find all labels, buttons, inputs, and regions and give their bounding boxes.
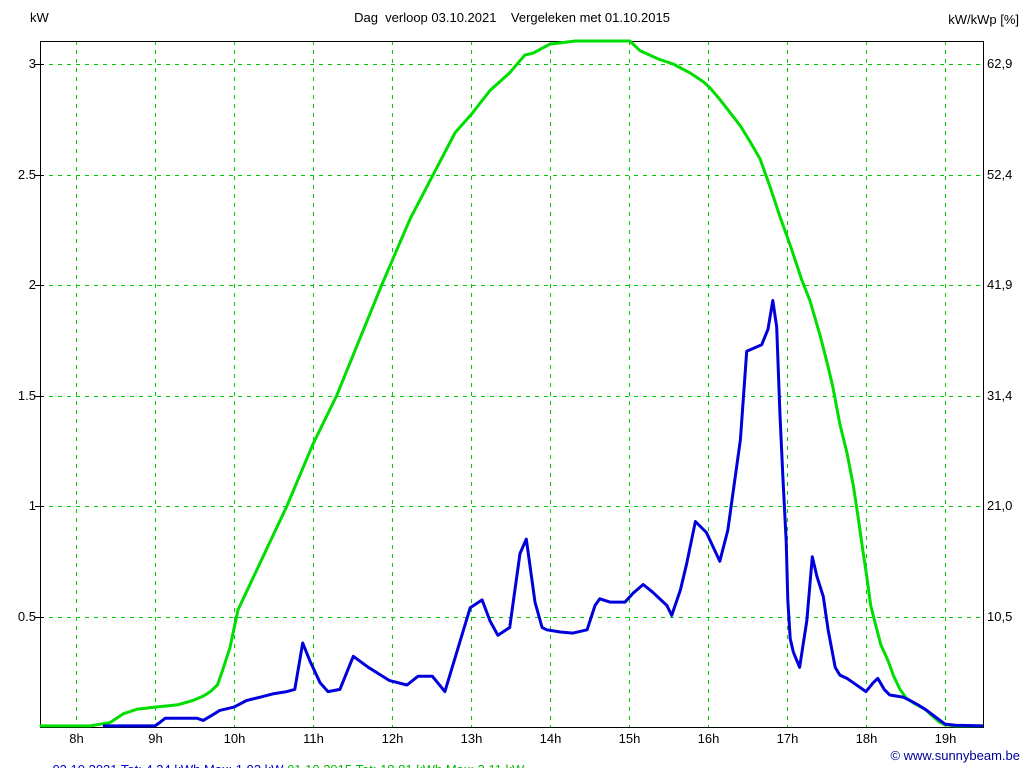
y-axis-label-right: 62,9 [987,56,1013,71]
x-axis-label: 17h [776,731,799,746]
y-axis-label-left: 2.5 [17,167,36,182]
footer-summary-2015: 01.10.2015 Tot: 18,81 kWh Max: 3,11 kW [287,762,524,768]
plot-border [40,41,984,728]
chart-title: Dag verloop 03.10.2021 Vergeleken met 01… [354,10,670,25]
series-03-10-2021-curve [102,299,983,728]
series-curves [39,39,983,728]
axis-ticks [35,64,44,618]
x-axis-label: 8h [69,731,84,746]
footer-summaries: 03.10.2021 Tot: 4,34 kWh Max: 1,93 kW 01… [38,749,524,768]
x-axis-label: 14h [539,731,562,746]
y-axis-label-left: 2 [28,277,36,292]
x-axis-label: 13h [460,731,483,746]
y-axis-label-right: 52,4 [987,167,1013,182]
x-axis-label: 15h [618,731,641,746]
x-axis-label: 11h [303,731,324,746]
x-axis-label: 18h [855,731,878,746]
y-axis-label-right: 41,9 [987,277,1013,292]
series-01-10-2015-curve [39,39,983,728]
footer-summary-2021: 03.10.2021 Tot: 4,34 kWh Max: 1,93 kW [52,762,287,768]
x-axis-label: 12h [381,731,404,746]
y-axis-label-left: 1 [28,498,36,513]
grid-lines [40,41,983,727]
y-axis-label-right: 10,5 [987,609,1013,624]
x-axis-label: 10h [223,731,246,746]
x-axis-label: 16h [697,731,720,746]
y-axis-label-right: 31,4 [987,388,1013,403]
copyright: © www.sunnybeam.be [890,748,1020,763]
y-axis-label-left: 3 [28,56,36,71]
y-axis-label-left: 0.5 [17,609,36,624]
x-axis-label: 19h [934,731,957,746]
right-axis-unit: kW/kWp [%] [948,12,1019,27]
y-axis-label-left: 1.5 [17,388,36,403]
left-axis-unit: kW [30,10,49,25]
y-axis-label-right: 21,0 [987,498,1013,513]
x-axis-label: 9h [148,731,163,746]
